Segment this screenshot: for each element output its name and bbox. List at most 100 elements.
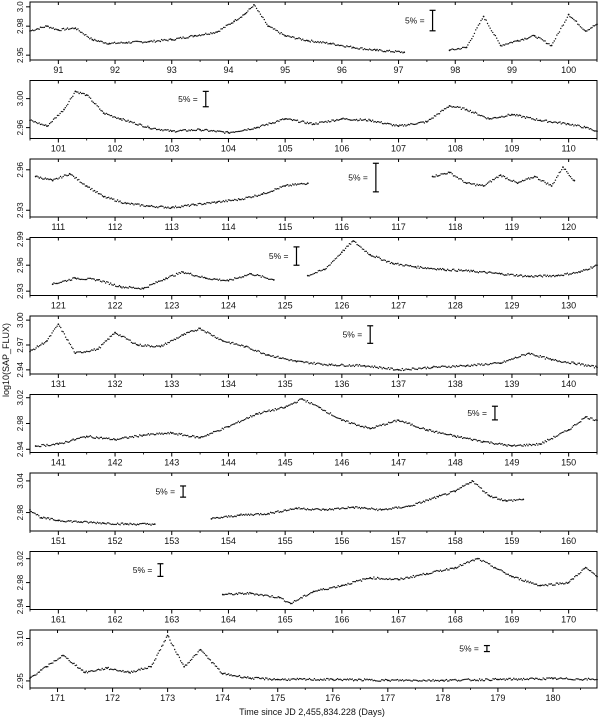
data-point	[173, 130, 175, 132]
data-point	[122, 437, 125, 439]
data-point	[227, 425, 230, 428]
data-point	[565, 430, 567, 432]
data-point	[125, 671, 128, 673]
data-point	[436, 569, 438, 572]
data-point	[60, 326, 62, 329]
data-point	[506, 360, 508, 362]
data-point	[77, 277, 79, 279]
data-point	[454, 175, 456, 177]
data-point	[50, 121, 52, 124]
data-point	[246, 417, 248, 419]
data-point	[374, 49, 377, 52]
data-point	[188, 205, 191, 207]
data-point	[526, 178, 529, 180]
data-point	[381, 578, 384, 580]
data-point	[447, 569, 449, 571]
data-point	[316, 590, 318, 592]
data-point	[198, 276, 201, 278]
data-point	[550, 437, 553, 440]
data-point	[116, 199, 119, 201]
data-point	[515, 678, 517, 680]
data-point	[153, 433, 156, 436]
data-point	[402, 265, 404, 267]
data-point	[540, 275, 542, 277]
data-point	[452, 435, 454, 437]
data-point	[45, 25, 47, 27]
data-point	[257, 676, 260, 679]
data-point	[319, 508, 321, 511]
data-point	[177, 337, 179, 339]
data-point	[134, 40, 136, 42]
data-point	[555, 274, 557, 277]
data-point	[472, 679, 475, 681]
data-point	[115, 200, 118, 203]
data-point	[68, 100, 70, 103]
data-point	[342, 249, 344, 251]
data-point	[401, 367, 404, 370]
data-point	[436, 113, 438, 116]
data-point	[406, 679, 409, 681]
data-point	[566, 430, 569, 432]
x-tick-label: 158	[448, 536, 463, 546]
data-point	[277, 31, 280, 33]
data-point	[139, 41, 141, 43]
data-point	[482, 364, 484, 367]
data-point	[429, 680, 432, 682]
data-point	[166, 634, 169, 637]
data-point	[544, 358, 547, 360]
data-point	[245, 418, 247, 420]
data-point	[139, 434, 141, 436]
data-point	[73, 351, 75, 353]
data-point	[290, 118, 293, 121]
data-point	[83, 436, 85, 438]
data-point	[559, 274, 561, 277]
data-point	[318, 679, 321, 682]
data-point	[344, 247, 347, 249]
data-point	[286, 405, 289, 407]
data-point	[518, 356, 520, 358]
data-point	[265, 410, 268, 413]
data-point	[179, 660, 182, 662]
data-point	[342, 419, 344, 421]
data-point	[434, 570, 437, 572]
data-point	[55, 177, 58, 180]
data-point	[79, 278, 82, 281]
data-point	[517, 115, 519, 117]
data-point	[184, 129, 187, 131]
data-point	[236, 675, 238, 678]
data-point	[556, 435, 559, 437]
data-point	[148, 205, 150, 208]
data-point	[71, 521, 73, 524]
data-point	[293, 599, 296, 602]
data-point	[463, 365, 465, 367]
data-point	[137, 287, 140, 289]
data-point	[459, 680, 461, 682]
data-point	[374, 256, 376, 259]
data-point	[423, 366, 425, 369]
data-point	[458, 679, 460, 682]
data-point	[548, 120, 550, 123]
data-point	[472, 111, 474, 113]
scale-bar-label: 5% =	[269, 251, 289, 261]
data-point	[397, 368, 400, 371]
data-point	[290, 508, 293, 511]
data-point	[357, 507, 359, 509]
data-point	[389, 368, 391, 371]
data-point	[304, 122, 306, 124]
data-point	[559, 582, 561, 584]
data-point	[506, 573, 508, 575]
data-point	[541, 679, 543, 681]
data-point	[176, 653, 178, 656]
data-point	[474, 558, 477, 560]
data-point	[43, 516, 45, 518]
data-point	[272, 28, 275, 30]
data-point	[196, 35, 198, 38]
data-point	[294, 183, 296, 185]
data-point	[58, 114, 60, 117]
data-point	[226, 426, 228, 428]
data-point	[494, 566, 496, 569]
data-point	[170, 274, 173, 277]
data-point	[399, 420, 401, 423]
data-point	[267, 354, 270, 356]
data-point	[331, 414, 333, 416]
